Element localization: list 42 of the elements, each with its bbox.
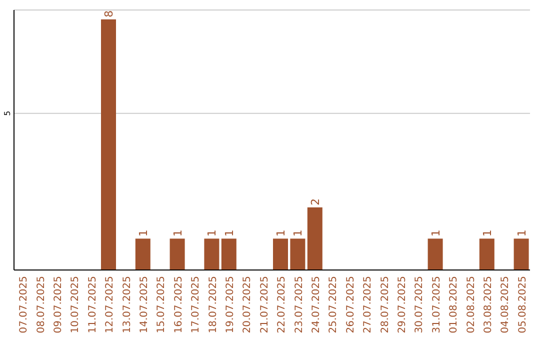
x-tick-label: 25.07.2025 — [328, 276, 340, 334]
x-tick-label: 07.07.2025 — [18, 276, 30, 334]
x-tick-label: 31.07.2025 — [431, 276, 442, 334]
x-tick-label: 01.08.2025 — [448, 276, 460, 334]
data-label: 1 — [480, 230, 494, 237]
x-tick-label: 04.08.2025 — [500, 276, 512, 334]
data-label: 1 — [171, 230, 184, 237]
data-label: 1 — [206, 230, 219, 237]
x-tick-label: 17.07.2025 — [190, 276, 202, 334]
x-tick-label: 23.07.2025 — [294, 276, 305, 334]
x-tick-label: 12.07.2025 — [104, 276, 116, 334]
x-tick-label: 13.07.2025 — [122, 276, 133, 334]
data-label: 2 — [308, 198, 322, 206]
x-tick-label: 05.08.2025 — [517, 276, 528, 334]
x-tick-label: 30.07.2025 — [414, 276, 426, 334]
x-tick-label: 16.07.2025 — [173, 276, 184, 334]
x-tick-label: 22.07.2025 — [276, 276, 288, 334]
x-tick-label: 19.07.2025 — [225, 276, 236, 334]
x-tick-label: 26.07.2025 — [345, 276, 356, 334]
x-tick-label: 24.07.2025 — [311, 276, 322, 334]
x-tick-label: 21.07.2025 — [259, 276, 270, 334]
x-tick-label: 28.07.2025 — [380, 276, 391, 334]
x-tick-label: 27.07.2025 — [362, 276, 374, 334]
data-label: 1 — [274, 230, 288, 237]
x-tick-label: 20.07.2025 — [242, 276, 254, 334]
x-tick-label: 14.07.2025 — [139, 276, 150, 334]
data-label: 1 — [429, 230, 442, 237]
x-tick-label: 08.07.2025 — [36, 276, 47, 334]
x-tick-label: 15.07.2025 — [156, 276, 168, 334]
x-tick-label: 02.08.2025 — [466, 276, 477, 334]
data-label: 1 — [136, 230, 150, 237]
x-tick-label: 03.08.2025 — [483, 276, 494, 334]
x-tick-label: 11.07.2025 — [87, 276, 98, 334]
data-label: 8 — [102, 10, 116, 18]
x-tick-label: 10.07.2025 — [70, 276, 82, 334]
data-label: 1 — [222, 230, 236, 237]
y-tick-label: 5 — [3, 110, 12, 116]
x-tick-label: 09.07.2025 — [53, 276, 64, 334]
data-label: 1 — [292, 230, 305, 237]
x-tick-label: 29.07.2025 — [397, 276, 408, 334]
data-label: 1 — [515, 230, 528, 237]
x-tick-label: 18.07.2025 — [208, 276, 219, 334]
